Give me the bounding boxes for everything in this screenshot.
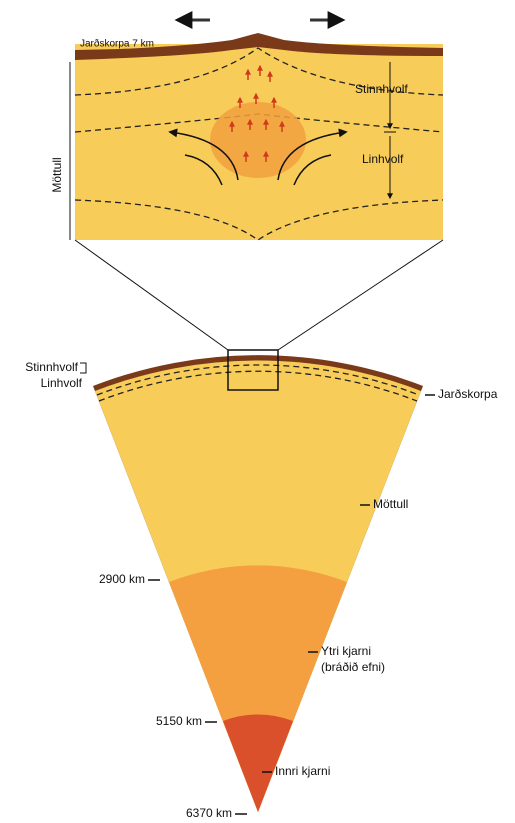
zoom-line — [277, 239, 444, 351]
flow-arrow — [184, 154, 223, 186]
inner-core — [223, 714, 293, 812]
bracket — [80, 362, 87, 374]
plume — [210, 102, 306, 178]
plume-arrows — [229, 64, 285, 162]
zoom-box — [227, 349, 279, 391]
boundary — [96, 364, 420, 396]
inset-crust — [75, 33, 443, 60]
depth-label: 5150 km — [156, 714, 202, 728]
mantle-label: Möttull — [373, 497, 408, 511]
depth-label: 6370 km — [186, 806, 232, 820]
lower-label: Linhvolf — [41, 376, 83, 390]
upper-label: Stinnhvolf — [25, 360, 78, 374]
flow-arrow — [277, 128, 348, 181]
crust-label: Jarðskorpa — [438, 387, 498, 401]
boundary — [74, 199, 444, 241]
inner-core-label: Innri kjarni — [275, 764, 330, 778]
outer-core-label: Ytri kjarni — [321, 644, 371, 658]
zoom-line — [74, 239, 229, 351]
outer-core — [169, 565, 347, 812]
inset-mantle-label: Möttull — [50, 157, 64, 192]
outer-core-note: (bráðið efni) — [321, 660, 385, 674]
boundary — [74, 47, 444, 96]
inset-lower-label: Linhvolf — [362, 152, 404, 166]
flow-arrow — [293, 154, 332, 186]
boundary — [98, 370, 418, 402]
inset-crust-label: Jarðskorpa 7 km — [80, 38, 154, 50]
depth-label: 2900 km — [99, 572, 145, 586]
inset-upper-label: Stinnhvolf — [355, 82, 408, 96]
flow-arrow — [168, 128, 239, 181]
